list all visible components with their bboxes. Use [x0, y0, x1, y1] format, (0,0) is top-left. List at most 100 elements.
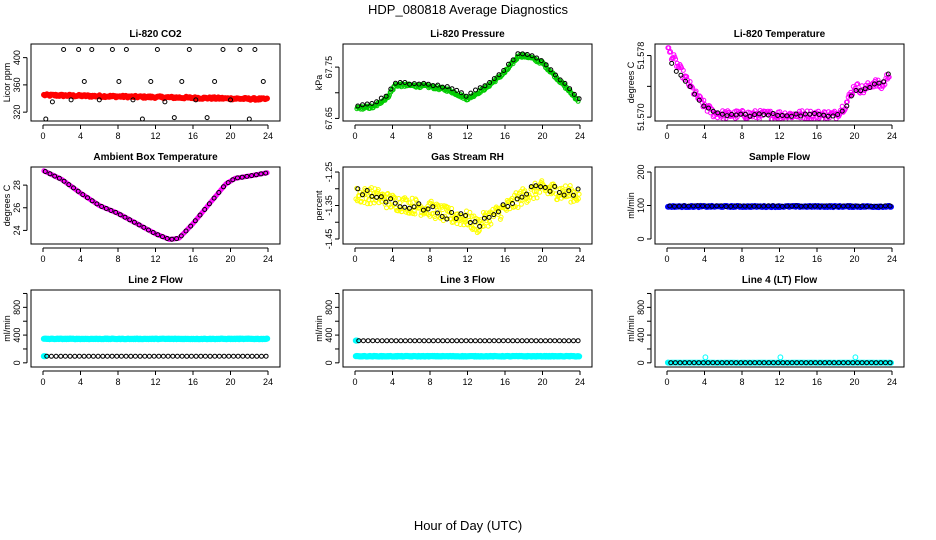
data-point — [719, 111, 725, 117]
y-axis: 24 26 28 — [12, 180, 28, 235]
y-tick-label: 0 — [636, 236, 646, 241]
data-point — [155, 232, 161, 238]
x-axis: 0 4 8 12 16 20 24 — [664, 124, 897, 141]
series-co2_averages — [43, 47, 266, 121]
x-axis: 0 4 8 12 16 20 24 — [664, 247, 897, 264]
data-point — [873, 360, 879, 366]
data-point — [188, 223, 194, 229]
data-point — [854, 203, 860, 209]
data-point — [142, 353, 148, 359]
data-point — [42, 169, 48, 174]
data-point — [123, 353, 129, 359]
data-point — [137, 353, 143, 359]
data-point — [859, 360, 865, 366]
data-point — [524, 191, 530, 197]
data-point — [559, 185, 565, 191]
data-point — [150, 230, 156, 235]
data-point — [154, 47, 160, 52]
data-point — [520, 51, 526, 57]
x-tick-label: 16 — [812, 131, 822, 141]
x-tick-label: 4 — [702, 131, 707, 141]
panel-title: Gas Stream RH — [431, 152, 504, 163]
x-tick-label: 0 — [352, 377, 357, 387]
data-point — [728, 360, 734, 366]
data-point — [887, 203, 893, 209]
plot-box — [30, 43, 281, 122]
data-point — [449, 210, 455, 215]
data-point — [486, 214, 492, 220]
data-point — [724, 360, 730, 366]
data-point — [406, 205, 412, 211]
data-point — [850, 203, 856, 209]
x-tick-label: 16 — [500, 377, 510, 387]
data-point — [393, 338, 399, 344]
data-point — [469, 213, 475, 219]
x-tick-label: 4 — [390, 377, 395, 387]
x-tick-label: 0 — [40, 131, 45, 141]
data-point — [569, 194, 575, 199]
data-point — [244, 173, 250, 179]
data-point — [193, 97, 199, 103]
data-point — [439, 214, 445, 219]
data-point — [888, 203, 894, 210]
figure-title: HDP_080818 Average Diagnostics — [368, 2, 568, 17]
panel-2: Li-820 Pressure kPa 0 4 8 12 16 20 24 67.65 67.75 — [314, 29, 593, 141]
x-tick-label: 16 — [188, 131, 198, 141]
x-tick-label: 4 — [78, 131, 83, 141]
data-point — [212, 353, 218, 359]
y-axis-label: ml/min — [626, 192, 636, 219]
data-point — [881, 79, 887, 85]
data-point — [421, 80, 427, 86]
data-point — [510, 201, 515, 206]
plot-box — [654, 289, 905, 368]
data-point — [58, 353, 64, 359]
y-axis-label: degrees C — [2, 184, 12, 226]
data-point — [766, 360, 772, 366]
data-point — [113, 209, 119, 215]
data-point — [680, 67, 686, 73]
y-tick-label: 320 — [12, 105, 22, 120]
data-point — [692, 91, 698, 97]
data-point — [822, 203, 827, 209]
data-point — [836, 360, 842, 366]
data-point — [840, 360, 846, 366]
data-point — [678, 72, 684, 78]
y-tick-label: -1.25 — [324, 162, 334, 183]
data-point — [89, 47, 95, 52]
x-tick-label: 20 — [225, 254, 235, 264]
data-point — [435, 82, 441, 88]
data-point — [747, 360, 753, 366]
data-point — [52, 173, 58, 179]
data-point — [188, 353, 194, 359]
data-point — [458, 90, 464, 96]
y-tick-label: -1.45 — [324, 229, 334, 250]
plot-box — [654, 166, 905, 245]
data-point — [43, 116, 49, 121]
data-point — [412, 211, 418, 217]
y-tick-label: 28 — [12, 180, 22, 190]
x-tick-label: 24 — [263, 131, 273, 141]
x-tick-label: 0 — [664, 377, 669, 387]
data-point — [770, 203, 776, 209]
data-point — [252, 47, 258, 52]
data-point — [686, 360, 692, 366]
data-point — [878, 203, 884, 209]
data-point — [831, 204, 837, 209]
data-point — [567, 86, 573, 92]
y-axis-label: percent — [314, 190, 324, 221]
data-point — [845, 360, 851, 366]
panel-7: Line 2 Flow ml/min 0 4 8 12 16 20 24 0 400 800 — [2, 275, 281, 387]
data-point — [724, 113, 730, 119]
data-point — [729, 111, 735, 117]
panel-8: Line 3 Flow ml/min 0 4 8 12 16 20 24 0 400 800 — [314, 275, 593, 387]
data-point — [505, 204, 511, 209]
data-point — [225, 180, 231, 186]
data-point — [737, 203, 743, 209]
data-point — [416, 338, 422, 344]
data-point — [383, 199, 389, 205]
y-axis-label: kPa — [314, 75, 324, 91]
data-point — [397, 80, 403, 85]
data-point — [458, 338, 464, 344]
x-tick-label: 12 — [774, 254, 784, 264]
data-point — [542, 185, 548, 190]
